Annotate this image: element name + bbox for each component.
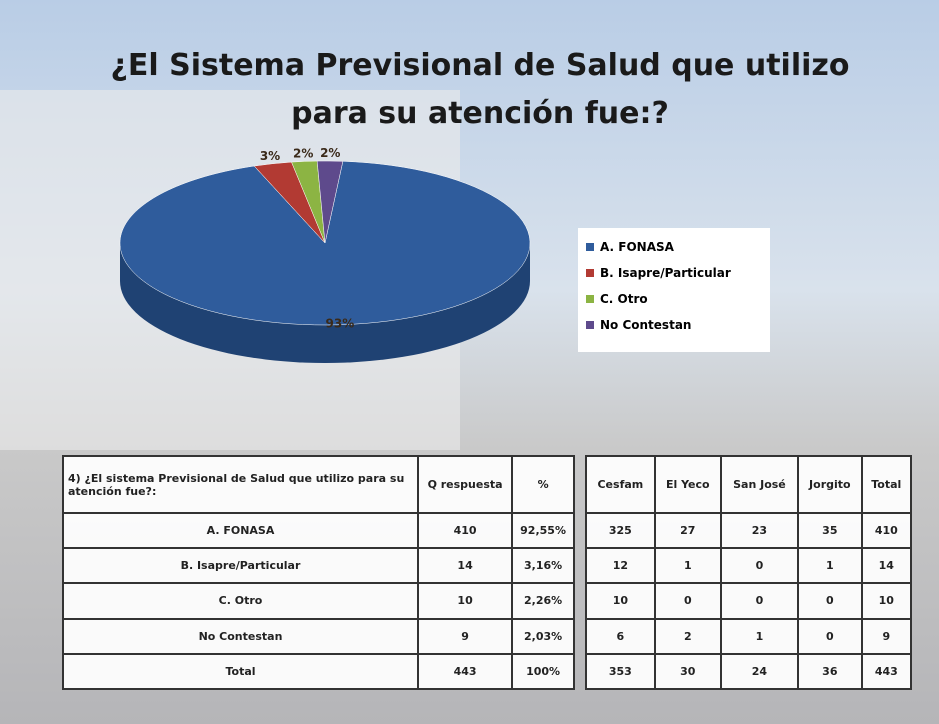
data-label: 3% xyxy=(260,149,280,163)
table-cell: Jorgito xyxy=(798,456,862,513)
legend-item: A. FONASA xyxy=(586,234,762,260)
legend-swatch xyxy=(586,269,594,277)
table-cell: 12 xyxy=(586,548,655,583)
table-cell: 10 xyxy=(418,583,512,618)
table-cell: 1 xyxy=(798,548,862,583)
table-cell: 14 xyxy=(862,548,911,583)
table-cell: 6 xyxy=(586,619,655,654)
table-cell: San José xyxy=(721,456,798,513)
table-cell: 0 xyxy=(721,583,798,618)
table-cell: Cesfam xyxy=(586,456,655,513)
summary-table: 4) ¿El sistema Previsional de Salud que … xyxy=(62,455,575,690)
legend-label: No Contestan xyxy=(600,318,691,332)
data-label: 2% xyxy=(320,146,340,160)
table-cell: 0 xyxy=(798,619,862,654)
table-cell: 443 xyxy=(418,654,512,689)
table-cell: 325 xyxy=(586,513,655,548)
data-label: 93% xyxy=(326,317,355,331)
table-cell: B. Isapre/Particular xyxy=(63,548,418,583)
legend-label: A. FONASA xyxy=(600,240,674,254)
table-cell: Q respuesta xyxy=(418,456,512,513)
table-cell: 35 xyxy=(798,513,862,548)
legend-swatch xyxy=(586,321,594,329)
table-cell: 410 xyxy=(418,513,512,548)
table-cell: Total xyxy=(862,456,911,513)
legend-label: C. Otro xyxy=(600,292,648,306)
table-cell: C. Otro xyxy=(63,583,418,618)
table-cell: Total xyxy=(63,654,418,689)
table-cell: 0 xyxy=(655,583,721,618)
table-cell: 10 xyxy=(862,583,911,618)
table-cell: 0 xyxy=(798,583,862,618)
legend-item: No Contestan xyxy=(586,312,762,338)
table-cell: 1 xyxy=(721,619,798,654)
legend-label: B. Isapre/Particular xyxy=(600,266,731,280)
table-cell: 9 xyxy=(418,619,512,654)
table-cell: 23 xyxy=(721,513,798,548)
data-label: 2% xyxy=(293,146,313,160)
table-cell: El Yeco xyxy=(655,456,721,513)
table-cell: 36 xyxy=(798,654,862,689)
table-cell: 92,55% xyxy=(512,513,574,548)
table-cell: 2,03% xyxy=(512,619,574,654)
table-cell: 4) ¿El sistema Previsional de Salud que … xyxy=(63,456,418,513)
table-cell: 410 xyxy=(862,513,911,548)
table-cell: 443 xyxy=(862,654,911,689)
table-cell: 353 xyxy=(586,654,655,689)
table-cell: 3,16% xyxy=(512,548,574,583)
table-cell: 0 xyxy=(721,548,798,583)
slide: ¿El Sistema Previsional de Salud que uti… xyxy=(0,0,939,724)
legend-swatch xyxy=(586,295,594,303)
legend-item: C. Otro xyxy=(586,286,762,312)
table-cell: 30 xyxy=(655,654,721,689)
legend: A. FONASA B. Isapre/Particular C. Otro No C… xyxy=(578,228,770,352)
legend-swatch xyxy=(586,243,594,251)
table-cell: 9 xyxy=(862,619,911,654)
table-cell: 1 xyxy=(655,548,721,583)
table-cell: 14 xyxy=(418,548,512,583)
table-cell: 2 xyxy=(655,619,721,654)
table-cell: % xyxy=(512,456,574,513)
table-cell: No Contestan xyxy=(63,619,418,654)
table-cell: A. FONASA xyxy=(63,513,418,548)
table-cell: 2,26% xyxy=(512,583,574,618)
table-cell: 27 xyxy=(655,513,721,548)
legend-item: B. Isapre/Particular xyxy=(586,260,762,286)
table-cell: 100% xyxy=(512,654,574,689)
header-row: 4) ¿El sistema Previsional de Salud que … xyxy=(63,456,574,513)
table-cell: 10 xyxy=(586,583,655,618)
table-cell: 24 xyxy=(721,654,798,689)
